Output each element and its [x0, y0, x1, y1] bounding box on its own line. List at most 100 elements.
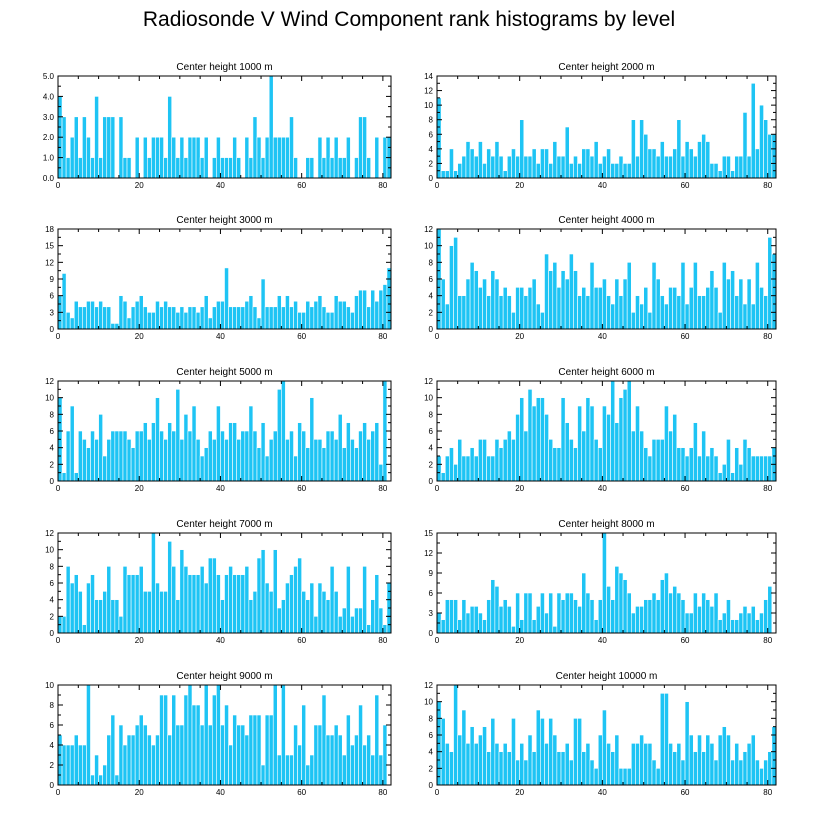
panel-title: Center height 8000 m — [558, 519, 654, 530]
histogram-bar — [734, 447, 740, 482]
histogram-bar — [610, 303, 616, 330]
x-tick-label: 80 — [378, 788, 387, 797]
histogram-bar — [191, 306, 197, 330]
histogram-bar — [65, 157, 71, 179]
histogram-bar — [531, 619, 537, 634]
histogram-bar — [767, 455, 773, 482]
panel-title: Center height 6000 m — [558, 367, 654, 378]
histogram-bar — [94, 754, 99, 786]
histogram-bar — [337, 300, 343, 330]
histogram-bar — [82, 306, 87, 330]
x-tick-label: 20 — [515, 332, 524, 341]
histogram-bar — [449, 148, 454, 179]
histogram-bar — [684, 612, 690, 634]
histogram-bar — [341, 157, 347, 179]
histogram-bar — [256, 136, 262, 179]
x-tick-label: 20 — [515, 636, 524, 645]
histogram-bar — [697, 455, 702, 482]
histogram-bar — [195, 136, 201, 179]
histogram-bar — [354, 734, 359, 786]
histogram-bar — [236, 157, 242, 179]
histogram-bar — [461, 295, 467, 330]
histogram-bar — [350, 439, 355, 482]
histogram-bar — [61, 472, 67, 482]
histogram-bar — [573, 155, 578, 179]
histogram-bar — [548, 592, 554, 634]
histogram-bar — [726, 734, 731, 786]
histogram-bar — [730, 170, 735, 179]
histogram-bar — [589, 759, 595, 786]
histogram-bar — [313, 616, 319, 634]
histogram-panel: Center height 7000 m 0 20 40 60 80 0 2 4 6 8 10 12 — [45, 519, 392, 645]
histogram-bar — [86, 582, 91, 634]
x-tick-label: 60 — [297, 484, 306, 493]
histogram-bar — [65, 744, 71, 786]
histogram-bar — [511, 718, 516, 786]
histogram-bar — [639, 606, 645, 634]
histogram-bar — [568, 759, 574, 786]
x-tick-label: 80 — [378, 181, 387, 190]
histogram-bar — [90, 430, 95, 482]
histogram-bar — [106, 439, 112, 482]
histogram-bar — [374, 574, 380, 634]
histogram-bar — [122, 300, 128, 330]
histogram-bar — [130, 447, 136, 482]
histogram-bar — [102, 455, 108, 482]
histogram-bar — [171, 306, 177, 330]
histogram-bar — [130, 306, 136, 330]
histogram-bar — [478, 141, 483, 179]
histogram-bar — [317, 295, 323, 330]
histogram-bar — [742, 303, 748, 330]
histogram-bar — [742, 112, 748, 179]
histogram-bar — [289, 306, 294, 330]
histogram-bar — [167, 541, 173, 634]
histogram-bar — [622, 768, 628, 786]
histogram-bar — [453, 170, 458, 179]
histogram-bar — [285, 754, 290, 786]
histogram-bar — [276, 754, 282, 786]
histogram-bar — [301, 704, 307, 786]
histogram-bar — [602, 709, 607, 786]
y-tick-label: 6 — [429, 731, 434, 740]
histogram-bar — [564, 743, 570, 786]
x-tick-label: 20 — [135, 636, 144, 645]
histogram-bar — [147, 157, 152, 179]
histogram-bar — [309, 397, 315, 482]
histogram-bar — [203, 582, 209, 634]
x-tick-label: 60 — [681, 484, 690, 493]
histogram-bar — [224, 704, 229, 786]
y-tick-label: 2.0 — [43, 133, 55, 142]
histogram-bar — [490, 579, 496, 634]
x-tick-label: 20 — [135, 788, 144, 797]
histogram-bar — [697, 295, 702, 330]
histogram-bar — [321, 694, 327, 786]
histogram-bar — [494, 586, 500, 634]
histogram-bar — [552, 447, 558, 482]
histogram-bar — [668, 743, 673, 786]
histogram-bar — [498, 606, 504, 634]
histogram-bar — [664, 405, 669, 482]
histogram-bar — [260, 422, 266, 482]
histogram-bar — [490, 455, 496, 482]
histogram-bar — [544, 148, 549, 179]
histogram-bar — [713, 287, 719, 330]
histogram-bar — [94, 599, 99, 634]
histogram-bar — [207, 430, 213, 482]
histogram-bar — [457, 619, 463, 634]
histogram-bar — [130, 734, 136, 786]
histogram-bar — [256, 317, 262, 330]
histogram-bar — [293, 300, 298, 330]
histogram-bar — [676, 743, 682, 786]
panel-title: Center height 10000 m — [556, 671, 658, 682]
histogram-bar — [228, 744, 233, 786]
histogram-bar — [721, 726, 727, 786]
x-tick-label: 0 — [56, 788, 61, 797]
histogram-bar — [212, 557, 217, 634]
histogram-bar — [676, 295, 682, 330]
histogram-bar — [179, 136, 185, 179]
histogram-bar — [717, 312, 723, 330]
histogram-bar — [159, 694, 164, 786]
histogram-bar — [721, 262, 727, 330]
histogram-bar — [244, 734, 250, 786]
histogram-bar — [581, 148, 587, 179]
